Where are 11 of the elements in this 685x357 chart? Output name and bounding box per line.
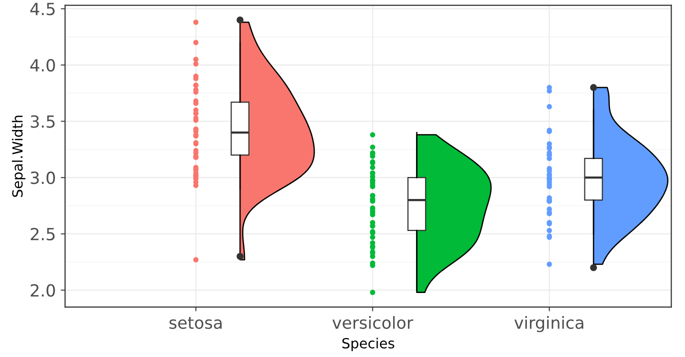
y-tick-label: 4.0 (30, 58, 55, 72)
x-tick-label: virginica (514, 316, 584, 332)
y-tick-label: 3.0 (30, 172, 55, 184)
y-tick-label: 2.5 (30, 228, 55, 240)
x-tick-label: setosa (169, 317, 222, 329)
y-tick-label: 3.5 (30, 115, 55, 128)
y-axis-title: Sepal.Width (12, 116, 26, 197)
x-axis-title: Species (342, 338, 394, 352)
y-tick-label: 2.0 (30, 284, 55, 297)
y-tick-label: 4.5 (30, 2, 55, 16)
x-tick-label: versicolor (332, 316, 414, 329)
